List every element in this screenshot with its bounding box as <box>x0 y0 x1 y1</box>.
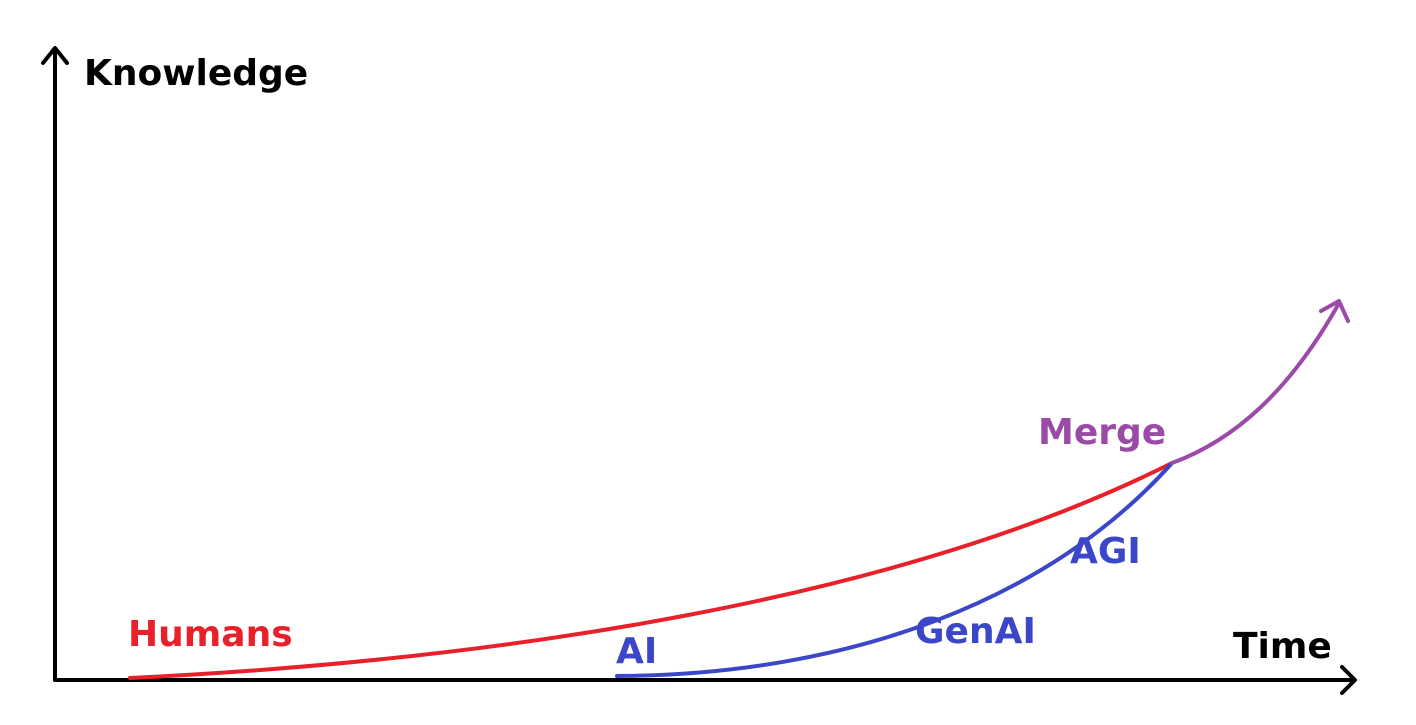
x-axis-label: Time <box>1233 626 1332 667</box>
ai-curve <box>615 461 1174 678</box>
ai-label: AI <box>616 631 658 672</box>
agi-label: AGI <box>1070 531 1141 572</box>
x-axis-arrowhead <box>1340 665 1357 695</box>
merge-arrowhead <box>1319 299 1350 323</box>
y-axis-arrowhead <box>41 46 69 65</box>
genai-label: GenAI <box>915 611 1036 652</box>
humans-label: Humans <box>128 614 293 655</box>
merge-label: Merge <box>1038 412 1167 453</box>
humans-curve <box>128 461 1174 680</box>
y-axis-label: Knowledge <box>84 53 309 94</box>
merge-curve <box>1170 303 1340 465</box>
